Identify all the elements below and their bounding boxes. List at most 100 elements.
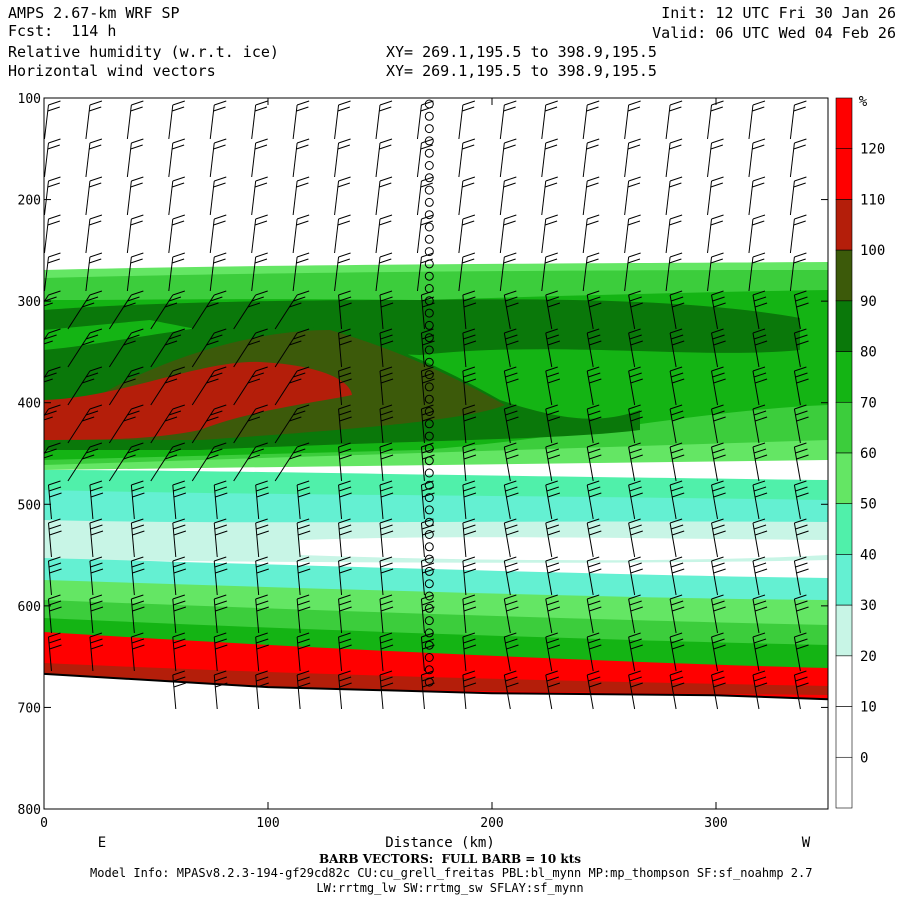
- wind-barb: [545, 594, 561, 634]
- wind-barb: [586, 594, 602, 634]
- wind-barb: [582, 176, 600, 216]
- wind-barb: [255, 670, 269, 710]
- calm-marker: [424, 333, 434, 343]
- calm-marker: [424, 431, 434, 441]
- wind-barb: [669, 290, 685, 330]
- wind-barb: [458, 176, 476, 216]
- wind-barb: [711, 556, 726, 596]
- x-tick-label: 100: [256, 816, 279, 831]
- wind-barb: [793, 518, 809, 558]
- wind-barb: [379, 556, 394, 596]
- wind-barb: [462, 366, 477, 406]
- wind-barb: [503, 594, 519, 634]
- wind-barb: [624, 214, 641, 254]
- wind-barb: [130, 632, 145, 672]
- wind-barb: [628, 442, 643, 482]
- colorbar-swatch: [835, 604, 853, 657]
- wind-barb: [379, 594, 394, 634]
- calm-marker: [424, 542, 434, 552]
- wind-barb: [752, 328, 768, 368]
- wind-barb: [503, 366, 519, 406]
- wind-barb: [213, 480, 228, 520]
- x-axis-label: Distance (km): [385, 835, 495, 851]
- wind-barb: [67, 328, 103, 368]
- wind-barb: [338, 404, 352, 444]
- wind-barb: [462, 480, 477, 520]
- wind-barb: [47, 632, 62, 672]
- wind-barb: [296, 594, 311, 634]
- wind-barb: [458, 100, 476, 140]
- calm-marker: [424, 234, 434, 244]
- wind-barb: [338, 366, 352, 406]
- model-info: Model Info: MPASv8.2.3-194-gf29cd82c CU:…: [90, 866, 813, 880]
- wind-barb: [545, 366, 561, 406]
- wind-barb: [499, 100, 517, 140]
- wind-barb: [711, 480, 726, 520]
- wind-barb: [789, 252, 807, 292]
- calm-marker: [424, 677, 434, 687]
- wind-barb: [274, 442, 310, 482]
- y-tick-label: 300: [18, 295, 41, 310]
- wind-barb: [541, 100, 558, 140]
- wind-barb: [338, 328, 352, 368]
- calm-marker: [424, 345, 434, 355]
- wind-barb: [375, 252, 393, 292]
- wind-barb: [628, 670, 643, 710]
- wind-barb: [209, 138, 227, 178]
- wind-barb: [255, 632, 269, 672]
- wind-barb: [379, 442, 394, 482]
- wind-barb: [669, 480, 685, 520]
- wind-barb: [44, 176, 61, 216]
- wind-barb: [752, 594, 768, 634]
- wind-barb: [624, 100, 641, 140]
- wind-barb: [338, 556, 352, 596]
- wind-barb: [711, 328, 726, 368]
- wind-barb: [707, 214, 724, 254]
- wind-barb: [379, 670, 394, 710]
- wind-barb: [665, 252, 683, 292]
- wind-barb: [628, 518, 643, 558]
- wind-barb: [85, 176, 103, 216]
- wind-barb: [748, 100, 766, 140]
- wind-barb: [251, 252, 268, 292]
- wind-barb: [503, 480, 519, 520]
- wind-barb: [752, 556, 768, 596]
- wind-barb: [582, 100, 600, 140]
- wind-barb: [624, 176, 641, 216]
- wind-barb: [711, 594, 726, 634]
- wind-barb: [150, 442, 185, 482]
- wind-barb: [274, 404, 310, 444]
- wind-barb: [416, 176, 434, 216]
- xy-line-1: XY= 269.1,195.5 to 398.9,195.5: [386, 43, 657, 61]
- wind-barb: [503, 290, 519, 330]
- calm-marker: [424, 222, 434, 232]
- wind-barb: [503, 518, 519, 558]
- wind-barb: [338, 594, 352, 634]
- wind-barb: [255, 594, 269, 634]
- wind-barb: [233, 442, 268, 482]
- wind-barb: [67, 366, 103, 406]
- wind-barb: [793, 290, 809, 330]
- wind-barb: [416, 214, 434, 254]
- colorbar-swatch: [835, 655, 853, 707]
- wind-barb: [375, 100, 393, 140]
- wind-barb: [752, 632, 768, 672]
- field-name: Relative humidity (w.r.t. ice): [8, 43, 279, 61]
- colorbar: 0 10 20 30 40 50 60 70 80 90 100 110 120: [835, 97, 885, 809]
- model-info-2: LW:rrtmg_lw SW:rrtmg_sw SFLAY:sf_mynn: [316, 881, 584, 895]
- colorbar-label: 120: [860, 142, 885, 158]
- wind-barb: [44, 328, 61, 345]
- wind-barb: [669, 518, 685, 558]
- wind-barb: [209, 214, 227, 254]
- wind-barb: [545, 442, 561, 482]
- wind-barb: [458, 214, 476, 254]
- wind-barb: [213, 518, 228, 558]
- x-tick-label: 300: [704, 816, 727, 831]
- calm-marker: [424, 173, 434, 183]
- calm-marker: [424, 382, 434, 392]
- wind-barb: [628, 480, 643, 520]
- calm-marker: [424, 530, 434, 539]
- colorbar-label: 30: [860, 598, 877, 614]
